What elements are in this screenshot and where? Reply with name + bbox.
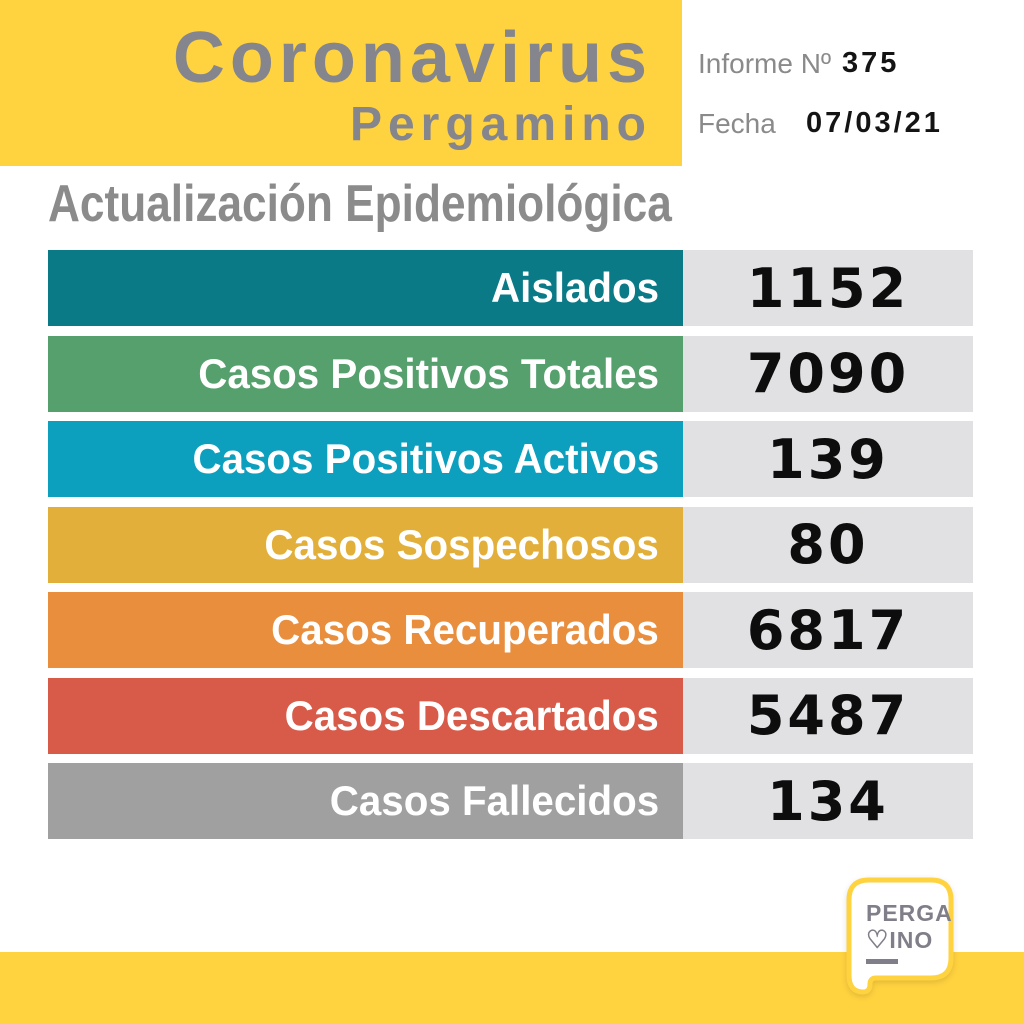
date-value: 07/03/21: [806, 107, 943, 139]
logo-underline: [866, 959, 898, 964]
stat-label-bar: Casos Descartados: [48, 677, 683, 754]
pergamino-logo: PERGA ♡INO: [845, 876, 955, 998]
table-row: Casos Fallecidos 134: [48, 763, 973, 839]
stat-label-bar: Casos Positivos Totales: [48, 335, 683, 412]
table-row: Casos Recuperados 6817: [48, 592, 973, 668]
stat-label-bar: Casos Sospechosos: [48, 506, 683, 583]
heart-icon: ♡: [866, 926, 890, 954]
report-number-label: Informe Nº: [698, 48, 832, 79]
logo-line2: INO: [889, 927, 934, 953]
stat-value: 6817: [683, 592, 973, 668]
table-row: Casos Positivos Activos 139: [48, 421, 973, 497]
stat-label: Casos Recuperados: [271, 606, 659, 653]
stat-label: Casos Fallecidos: [329, 777, 659, 824]
section-title: Actualización Epidemiológica: [48, 175, 672, 233]
stat-label-bar: Aislados: [48, 250, 683, 326]
stats-table: Aislados 1152 Casos Positivos Totales 70…: [48, 250, 973, 849]
stat-value: 5487: [683, 677, 973, 754]
stat-label-bar: Casos Fallecidos: [48, 763, 683, 839]
stat-value: 139: [683, 421, 973, 497]
table-row: Casos Positivos Totales 7090: [48, 335, 973, 412]
stat-value: 7090: [683, 335, 973, 412]
logo-line1: PERGA: [866, 900, 953, 926]
report-number-value: 375: [842, 47, 900, 79]
stat-value: 80: [683, 506, 973, 583]
stat-label: Casos Positivos Totales: [198, 349, 659, 397]
table-row: Casos Sospechosos 80: [48, 506, 973, 583]
date-label: Fecha: [698, 108, 776, 139]
subtitle: Pergamino: [349, 98, 652, 151]
stat-label-bar: Casos Recuperados: [48, 592, 683, 668]
stat-label-bar: Casos Positivos Activos: [48, 421, 683, 497]
stat-label: Casos Positivos Activos: [192, 435, 659, 482]
logo-text: PERGA ♡INO: [866, 900, 953, 964]
speech-bubble-icon: [846, 877, 954, 995]
stat-value: 134: [683, 763, 973, 839]
header-banner: Coronavirus Pergamino: [0, 0, 682, 166]
stat-label: Casos Sospechosos: [264, 520, 659, 568]
main-title: Coronavirus: [172, 18, 652, 98]
stat-value: 1152: [683, 250, 973, 326]
table-row: Casos Descartados 5487: [48, 677, 973, 754]
table-row: Aislados 1152: [48, 250, 973, 326]
stat-label: Casos Descartados: [284, 691, 659, 739]
stat-label: Aislados: [490, 264, 659, 311]
